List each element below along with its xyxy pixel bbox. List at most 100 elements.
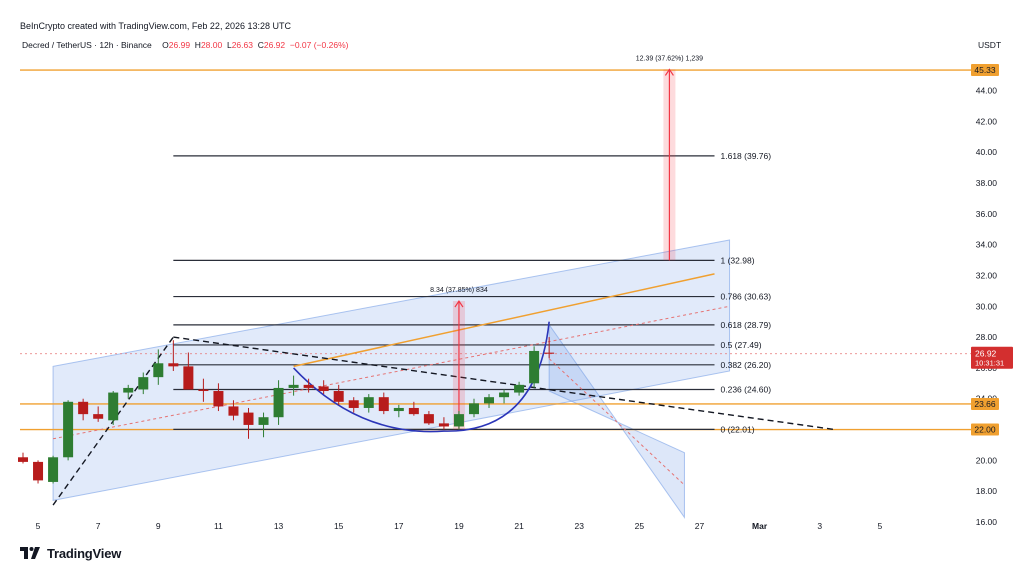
x-tick-label: 15: [334, 521, 344, 531]
chart-credit: BeInCrypto created with TradingView.com,…: [20, 21, 291, 31]
change-value: −0.07 (−0.26%): [289, 40, 349, 50]
measurement-arrow-1: [664, 68, 674, 76]
y-tick-label: 30.00: [976, 301, 998, 311]
orange-trend-line: [293, 273, 715, 368]
y-tick-label: 40.00: [976, 147, 998, 157]
candle-body-4: [78, 401, 89, 415]
level-badge-label-1: 23.66: [974, 399, 996, 409]
x-tick-label: 5: [878, 521, 883, 531]
x-tick-label: 23: [574, 521, 584, 531]
low-label: L: [226, 40, 232, 50]
brand-name: TradingView: [47, 545, 122, 561]
axis-layer: 16.0018.0020.0022.0024.0026.0028.0030.00…: [36, 64, 1013, 531]
x-tick-label: 27: [695, 521, 705, 531]
channel-layer: [52, 239, 731, 519]
candle-body-18: [288, 384, 299, 388]
symbol-legend: Decred / TetherUS · 12h · Binance O26.99…: [22, 40, 348, 50]
price-axis-unit: USDT: [978, 40, 1002, 50]
x-tick-label: Mar: [752, 521, 768, 531]
fib-label-0.786: 0.786 (30.63): [721, 292, 772, 302]
fib-label-0: 0 (22.01): [721, 424, 755, 434]
y-tick-label: 18.00: [976, 486, 998, 496]
candle-body-3: [63, 401, 74, 458]
candle-body-17: [273, 387, 284, 418]
candle-body-29: [453, 414, 464, 427]
projection-midline: [548, 358, 685, 486]
y-tick-label: 36.00: [976, 209, 998, 219]
x-tick-label: 17: [394, 521, 404, 531]
candle-body-27: [423, 414, 434, 424]
candle-body-28: [438, 423, 449, 427]
y-tick-label: 28.00: [976, 332, 998, 342]
candle-body-2: [48, 457, 59, 482]
candle-body-10: [168, 363, 179, 367]
x-tick-label: 3: [817, 521, 822, 531]
candle-body-23: [363, 397, 374, 408]
level-badge-1: [971, 397, 999, 410]
candle-body-5: [93, 414, 104, 419]
fib-label-1: 1 (32.98): [721, 255, 755, 265]
candle-body-9: [153, 363, 164, 378]
candle-body-8: [138, 377, 149, 390]
measurement-label-1: 12.39 (37.62%) 1,239: [636, 55, 703, 62]
candle-body-33: [514, 384, 525, 393]
candle-body-15: [243, 412, 254, 425]
candle-body-25: [393, 407, 404, 412]
y-tick-label: 20.00: [976, 455, 998, 465]
y-tick-label: 42.00: [976, 116, 998, 126]
candle-body-22: [348, 400, 359, 408]
x-tick-label: 9: [156, 521, 161, 531]
high-value: 28.00: [200, 40, 223, 50]
open-label: O: [162, 40, 169, 50]
candle-body-20: [318, 386, 329, 392]
x-tick-label: 5: [36, 521, 41, 531]
candle-body-21: [333, 391, 344, 402]
candle-body-24: [378, 397, 389, 412]
channel-midline: [52, 305, 730, 440]
level-badge-0: [971, 64, 999, 77]
x-tick-label: 21: [514, 521, 524, 531]
y-tick-label: 38.00: [976, 178, 998, 188]
low-value: 26.63: [231, 40, 253, 50]
x-tick-label: 25: [635, 521, 645, 531]
current-price-value: 26.92: [975, 349, 997, 359]
current-price-badge: [971, 346, 1013, 369]
fib-label-0.618: 0.618 (28.79): [721, 320, 772, 330]
close-value: 26.92: [263, 40, 286, 50]
y-tick-label: 32.00: [976, 270, 998, 280]
candle-body-7: [123, 387, 134, 393]
candle-body-12: [198, 389, 209, 392]
candle-body-13: [213, 391, 224, 407]
tradingview-logo-icon: [20, 547, 40, 559]
candle-body-0: [18, 457, 29, 462]
open-value: 26.99: [168, 40, 191, 50]
fib-label-0.5: 0.5 (27.49): [721, 340, 762, 350]
tradingview-brand: TradingView: [20, 545, 121, 561]
candle-body-19: [303, 384, 314, 388]
x-tick-label: 13: [274, 521, 284, 531]
y-tick-label: 44.00: [976, 86, 998, 96]
candle-body-11: [183, 366, 194, 390]
level-badge-label-0: 45.33: [974, 65, 996, 75]
current-price-countdown: 10:31:31: [975, 359, 1004, 368]
candle-body-1: [33, 461, 44, 481]
candle-body-26: [408, 407, 419, 415]
candle-body-30: [468, 403, 479, 415]
x-tick-label: 7: [96, 521, 101, 531]
y-tick-label: 16.00: [976, 517, 998, 527]
candle-body-32: [499, 392, 510, 398]
measurement-arrow-0: [454, 299, 464, 308]
labels-layer: 0 (22.01) 0.236 (24.60) 0.382 (26.20) 0.5 (…: [430, 55, 771, 434]
candles-layer: [18, 337, 555, 484]
candle-body-31: [484, 397, 495, 404]
high-label: H: [194, 40, 201, 50]
downtrend-dashed-line: [173, 336, 835, 431]
y-tick-label: 34.00: [976, 240, 998, 250]
level-badge-2: [971, 423, 999, 436]
symbol-name[interactable]: Decred / TetherUS · 12h · Binance: [22, 40, 152, 50]
level-badge-label-2: 22.00: [974, 425, 996, 435]
candle-body-35: [544, 352, 555, 354]
candle-body-16: [258, 417, 269, 425]
fib-label-0.236: 0.236 (24.60): [721, 384, 772, 394]
